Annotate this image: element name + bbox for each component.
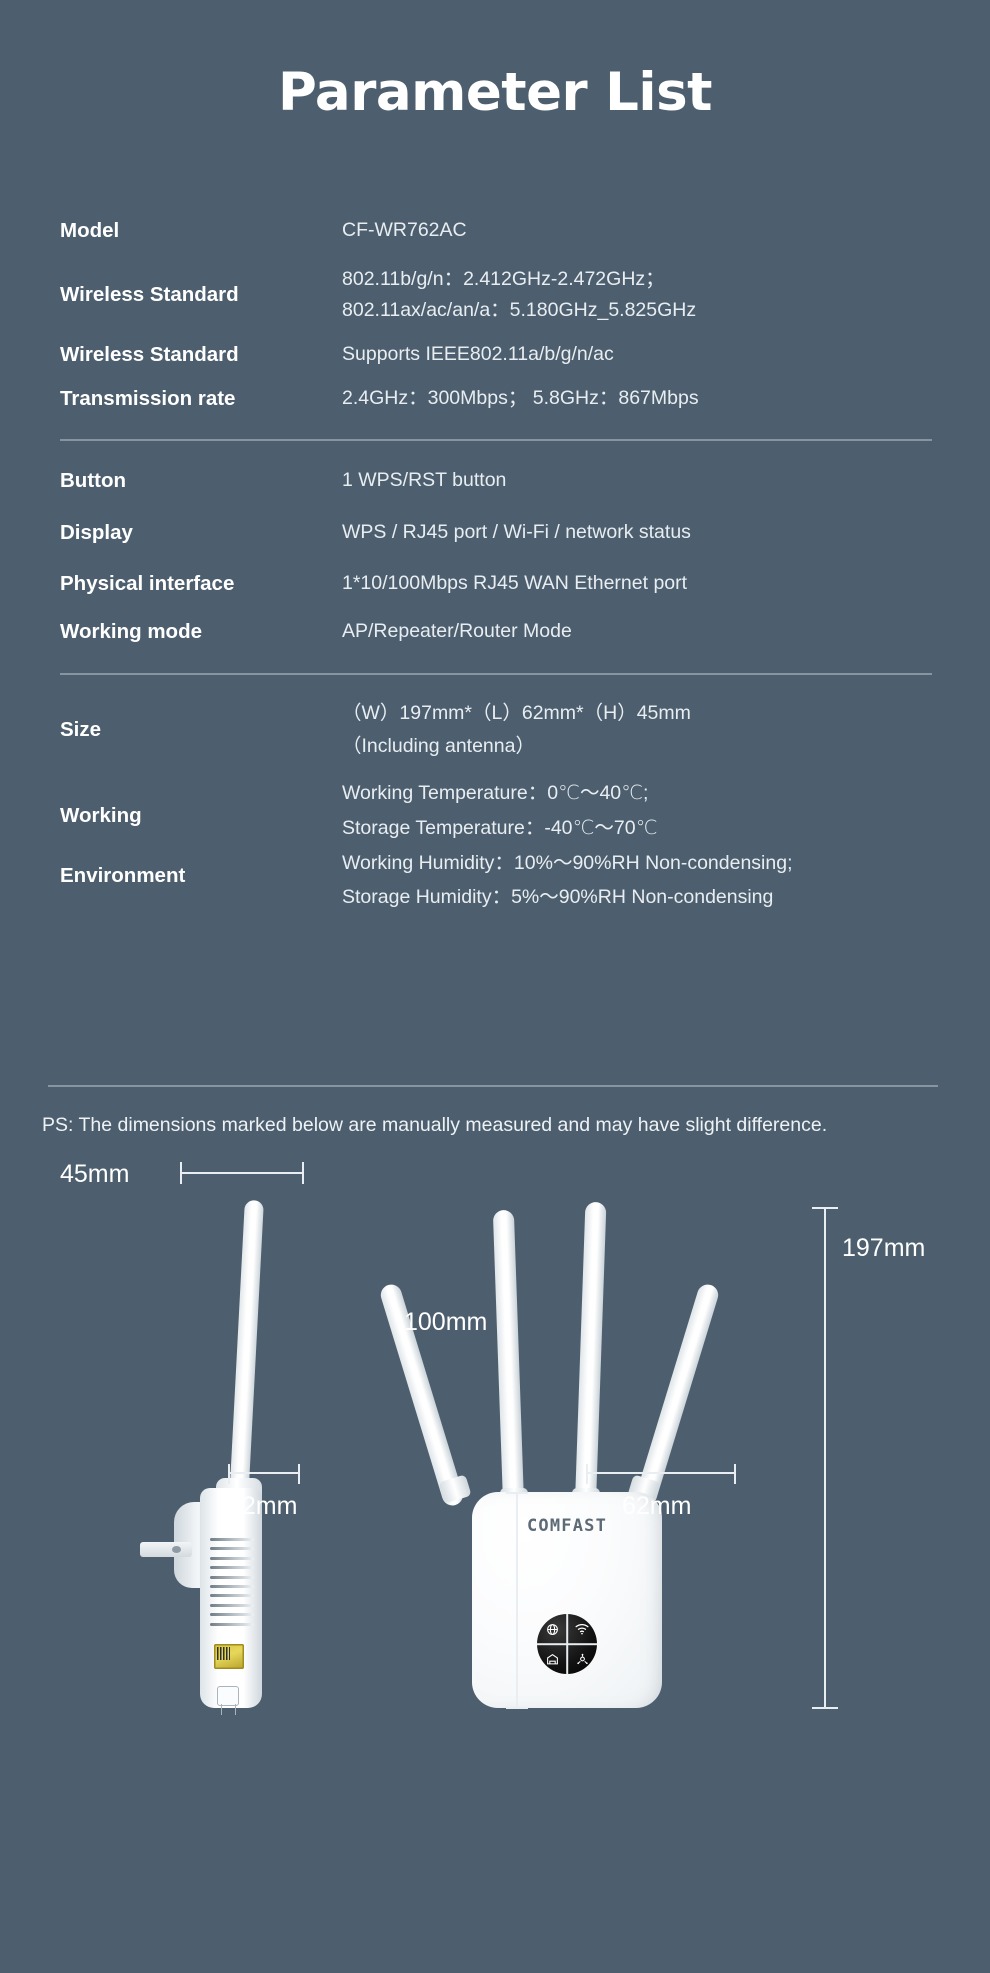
table-row: Button 1 WPS/RST button xyxy=(60,455,940,507)
dimension-tick xyxy=(506,1492,528,1494)
wps-icon xyxy=(567,1644,597,1674)
page-title: Parameter List xyxy=(278,62,712,123)
dimension-line xyxy=(516,1492,518,1708)
rj45-port-icon xyxy=(537,1644,567,1674)
spec-value: （W）197mm*（L）62mm*（H）45mm （Including ante… xyxy=(342,701,691,757)
dimension-tick xyxy=(228,1464,230,1484)
dimension-tick xyxy=(734,1464,736,1484)
dimension-line xyxy=(228,1472,300,1474)
dimension-tick xyxy=(298,1464,300,1484)
dimension-label-22mm: 22mm xyxy=(228,1492,298,1520)
spec-value: 802.11b/g/n：2.412GHz-2.472GHz； 802.11ax/… xyxy=(342,267,697,321)
spec-label: Wireless Standard xyxy=(60,283,239,307)
product-illustration: 45mm 22mm COMFAST xyxy=(0,1160,990,1973)
antenna xyxy=(230,1199,264,1486)
globe-icon xyxy=(537,1614,567,1644)
spec-value: Supports IEEE802.11a/b/g/n/ac xyxy=(342,342,614,365)
product-side-view xyxy=(140,1199,380,1715)
spec-label: Size xyxy=(60,718,102,742)
wps-reset-button xyxy=(217,1686,239,1715)
wall-plug-prong xyxy=(140,1542,192,1557)
dimension-label-62mm: 62mm xyxy=(622,1492,692,1520)
spec-value: 1*10/100Mbps RJ45 WAN Ethernet port xyxy=(342,571,688,594)
spec-value: 1 WPS/RST button xyxy=(342,469,507,492)
table-row: Physical interface 1*10/100Mbps RJ45 WAN… xyxy=(60,558,940,609)
table-row: Display WPS / RJ45 port / Wi-Fi / networ… xyxy=(60,507,940,558)
product-front-view: COMFAST xyxy=(378,1201,845,1708)
antenna xyxy=(492,1209,524,1503)
table-row: Wireless Standard 802.11b/g/n：2.412GHz-2… xyxy=(60,257,940,333)
antenna xyxy=(575,1201,607,1503)
specification-table: Model CF-WR762AC Wireless Standard 802.1… xyxy=(60,205,940,921)
table-row: Model CF-WR762AC xyxy=(60,205,940,257)
spec-label: Working mode xyxy=(60,620,202,644)
spec-label: Working Environment xyxy=(60,804,186,887)
ps-note: PS: The dimensions marked below are manu… xyxy=(42,1114,828,1136)
dimension-tick xyxy=(812,1707,838,1709)
table-row: Transmission rate 2.4GHz：300Mbps； 5.8GHz… xyxy=(60,376,940,421)
spec-label: Display xyxy=(60,520,133,544)
led-indicator-panel xyxy=(537,1614,597,1674)
dimension-line xyxy=(586,1472,736,1474)
section-divider xyxy=(48,1085,938,1087)
dimension-tick xyxy=(180,1162,182,1184)
spec-label: Physical interface xyxy=(60,571,235,595)
table-row: Working mode AP/Repeater/Router Mode xyxy=(60,609,940,655)
table-row: Wireless Standard Supports IEEE802.11a/b… xyxy=(60,333,940,376)
spec-label: Model xyxy=(60,219,120,243)
device-body: COMFAST xyxy=(472,1492,662,1708)
table-row: Working Environment Working Temperature：… xyxy=(60,771,940,921)
dimension-label-100mm: 100mm xyxy=(404,1308,488,1336)
brand-logo: COMFAST xyxy=(526,1516,608,1536)
wifi-icon xyxy=(567,1614,597,1644)
spec-label: Transmission rate xyxy=(60,386,236,410)
section-divider xyxy=(60,673,932,675)
table-row: Size （W）197mm*（L）62mm*（H）45mm （Including… xyxy=(60,689,940,771)
spec-value: 2.4GHz：300Mbps； 5.8GHz：867Mbps xyxy=(342,386,699,409)
dimension-tick xyxy=(302,1162,304,1184)
spec-label: Button xyxy=(60,469,127,493)
device-body xyxy=(200,1488,262,1708)
dimension-tick xyxy=(812,1207,838,1209)
spec-value: CF-WR762AC xyxy=(342,219,467,242)
spec-label: Wireless Standard xyxy=(60,342,239,366)
spec-value: WPS / RJ45 port / Wi-Fi / network status xyxy=(342,520,691,543)
section-divider xyxy=(60,439,932,441)
dimension-line xyxy=(180,1172,304,1174)
rj45-port-icon xyxy=(214,1644,244,1669)
dimension-tick xyxy=(506,1707,528,1709)
vent-slots xyxy=(210,1538,254,1626)
dimension-line xyxy=(824,1207,826,1707)
dimension-label-45mm: 45mm xyxy=(60,1160,130,1188)
dimension-label-197mm: 197mm xyxy=(842,1234,926,1262)
dimension-tick xyxy=(586,1464,588,1484)
spec-value: Working Temperature：0℃〜40℃; Storage Temp… xyxy=(342,782,793,909)
antenna xyxy=(633,1281,721,1509)
spec-value: AP/Repeater/Router Mode xyxy=(342,620,572,643)
